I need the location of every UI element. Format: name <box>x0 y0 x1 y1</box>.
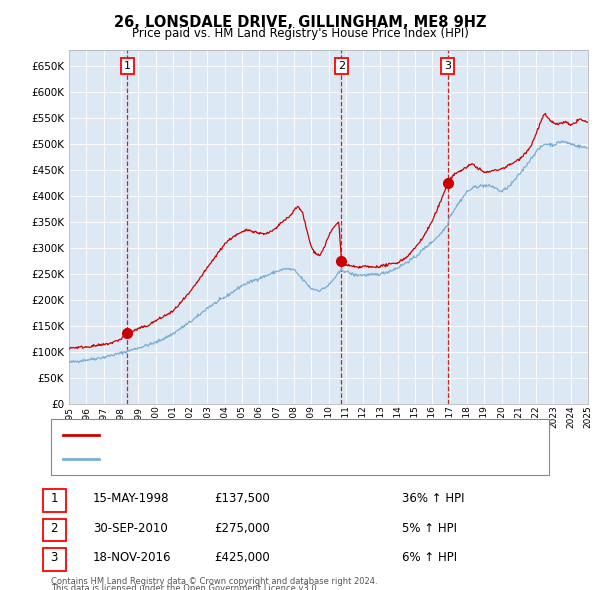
Text: 26, LONSDALE DRIVE, GILLINGHAM, ME8 9HZ (detached house): 26, LONSDALE DRIVE, GILLINGHAM, ME8 9HZ … <box>105 430 435 440</box>
Text: £425,000: £425,000 <box>214 551 270 564</box>
Text: £137,500: £137,500 <box>214 492 270 505</box>
Text: Contains HM Land Registry data © Crown copyright and database right 2024.: Contains HM Land Registry data © Crown c… <box>51 577 377 586</box>
Text: 3: 3 <box>444 61 451 71</box>
Text: HPI: Average price, detached house, Medway: HPI: Average price, detached house, Medw… <box>105 454 341 464</box>
Text: 6% ↑ HPI: 6% ↑ HPI <box>402 551 457 564</box>
Text: 5% ↑ HPI: 5% ↑ HPI <box>402 522 457 535</box>
Text: 30-SEP-2010: 30-SEP-2010 <box>93 522 168 535</box>
Text: £275,000: £275,000 <box>214 522 270 535</box>
Text: 2: 2 <box>50 522 58 535</box>
Text: 2: 2 <box>338 61 345 71</box>
Text: 18-NOV-2016: 18-NOV-2016 <box>93 551 172 564</box>
Text: 15-MAY-1998: 15-MAY-1998 <box>93 492 170 505</box>
Text: 1: 1 <box>124 61 131 71</box>
Text: 1: 1 <box>50 492 58 505</box>
Text: 36% ↑ HPI: 36% ↑ HPI <box>402 492 464 505</box>
Text: Price paid vs. HM Land Registry's House Price Index (HPI): Price paid vs. HM Land Registry's House … <box>131 27 469 40</box>
Text: This data is licensed under the Open Government Licence v3.0.: This data is licensed under the Open Gov… <box>51 584 319 590</box>
Text: 3: 3 <box>50 551 58 564</box>
Text: 26, LONSDALE DRIVE, GILLINGHAM, ME8 9HZ: 26, LONSDALE DRIVE, GILLINGHAM, ME8 9HZ <box>114 15 486 30</box>
